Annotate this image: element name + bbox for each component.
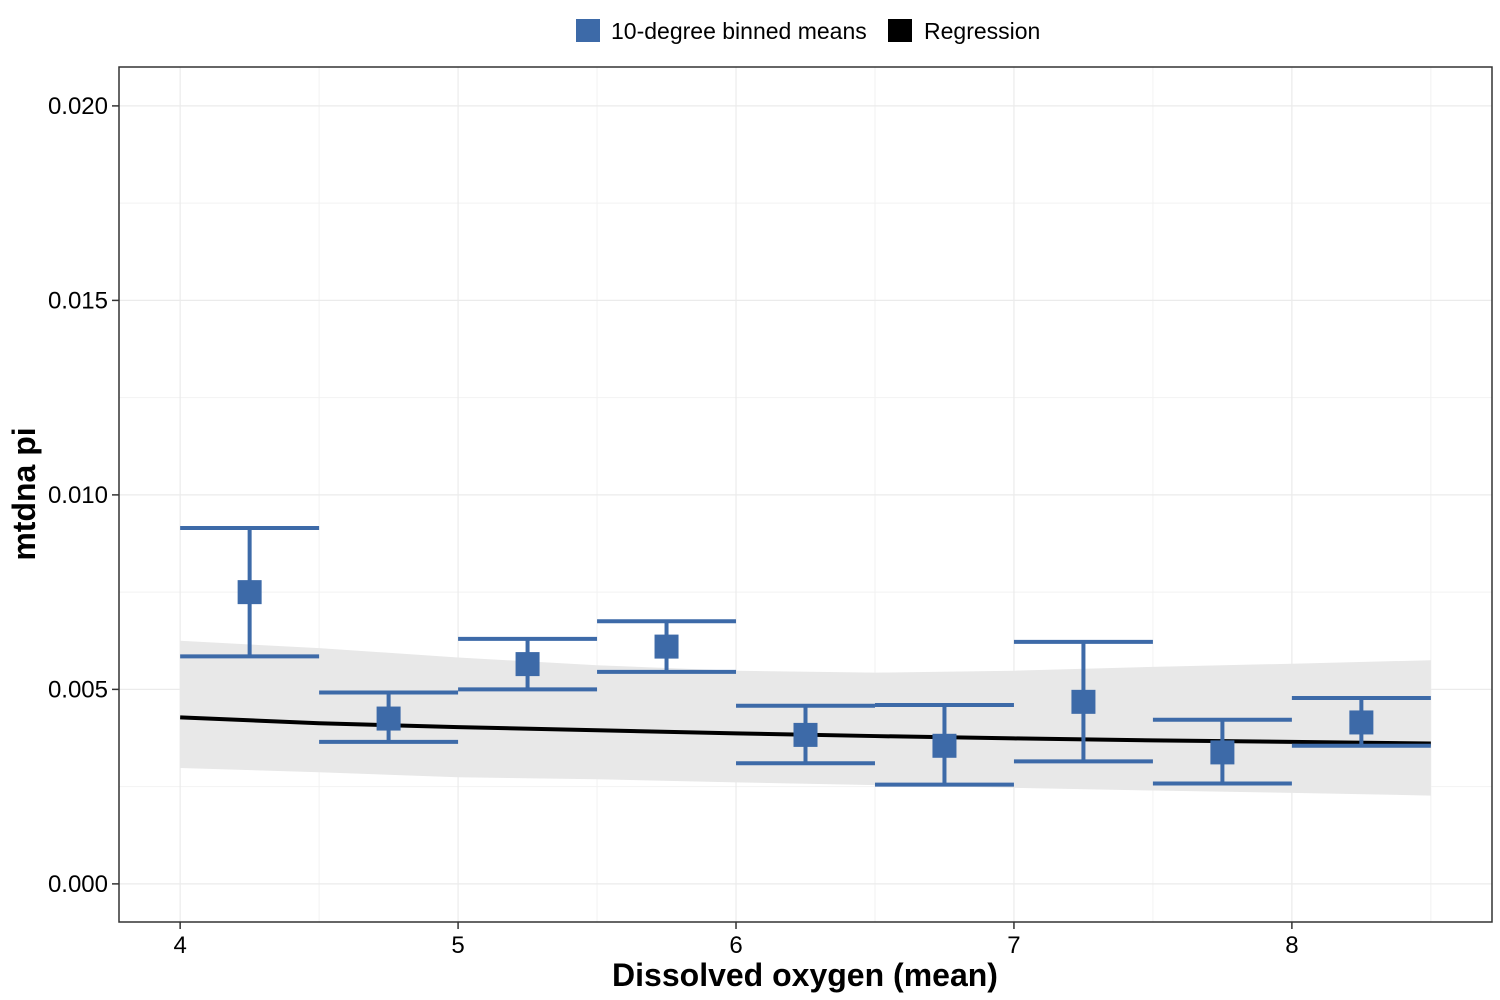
binned-mean-point	[932, 733, 957, 758]
binned-mean-point	[237, 580, 262, 605]
x-axis: 4 5 6 7 8	[173, 922, 1299, 959]
binned-means-errorbars	[180, 525, 1431, 787]
legend-label-regression: Regression	[924, 18, 1040, 44]
x-tick-label: 4	[173, 932, 186, 959]
y-axis: 0.000 0.005 0.010 0.015 0.020	[48, 93, 119, 898]
x-axis-title: Dissolved oxygen (mean)	[612, 957, 998, 993]
binned-mean-point	[1349, 710, 1374, 735]
binned-mean-point	[654, 634, 679, 659]
x-tick-label: 8	[1285, 932, 1298, 959]
y-tick-label: 0.020	[48, 93, 108, 120]
y-axis-title: mtdna pi	[6, 427, 42, 560]
binned-mean-point	[1071, 689, 1096, 714]
binned-mean-point	[515, 652, 540, 677]
legend-label-binned-means: 10-degree binned means	[611, 18, 867, 44]
legend-swatch-binned-means	[576, 19, 600, 42]
legend-swatch-regression	[888, 19, 912, 42]
binned-mean-point	[793, 722, 818, 747]
binned-mean-point	[376, 706, 401, 731]
y-tick-label: 0.005	[48, 676, 108, 703]
legend: 10-degree binned means Regression	[576, 18, 1040, 44]
x-tick-label: 7	[1007, 932, 1020, 959]
binned-mean-point	[1210, 740, 1235, 765]
y-tick-label: 0.015	[48, 287, 108, 314]
y-tick-label: 0.010	[48, 482, 108, 509]
x-tick-label: 6	[729, 932, 742, 959]
binned-means-points	[237, 580, 1374, 765]
x-tick-label: 5	[451, 932, 464, 959]
y-tick-label: 0.000	[48, 871, 108, 898]
